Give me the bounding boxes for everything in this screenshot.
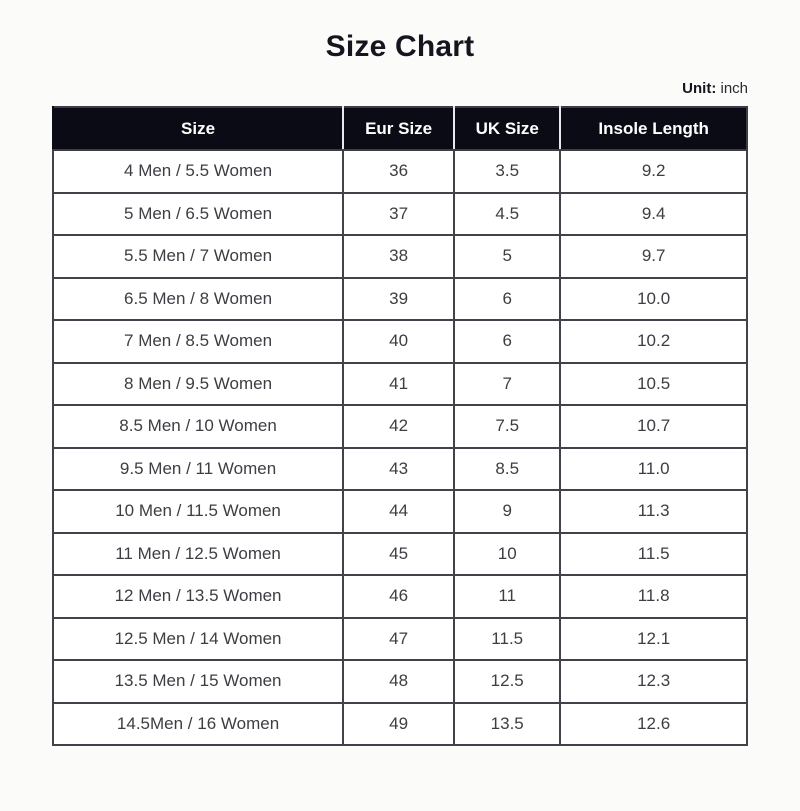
cell-eur-size: 42 xyxy=(342,404,456,449)
unit-line: Unit: inch xyxy=(52,80,748,97)
cell-size: 5 Men / 6.5 Women xyxy=(51,191,345,236)
cell-insole-length: 11.3 xyxy=(559,489,748,534)
cell-uk-size: 12.5 xyxy=(453,659,562,704)
cell-uk-size: 6 xyxy=(453,319,562,364)
size-chart-table: Size Eur Size UK Size Insole Length 4 Me… xyxy=(51,106,748,746)
cell-eur-size: 45 xyxy=(342,531,456,576)
cell-uk-size: 11.5 xyxy=(453,616,562,661)
table-row: 6.5 Men / 8 Women 39 6 10.0 xyxy=(51,276,748,321)
cell-eur-size: 46 xyxy=(342,574,456,619)
table-row: 12.5 Men / 14 Women 47 11.5 12.1 xyxy=(51,616,748,661)
cell-insole-length: 9.2 xyxy=(559,149,748,194)
cell-insole-length: 12.6 xyxy=(559,701,748,746)
cell-size: 5.5 Men / 7 Women xyxy=(51,234,345,279)
cell-uk-size: 5 xyxy=(453,234,562,279)
cell-size: 12 Men / 13.5 Women xyxy=(51,574,345,619)
cell-size: 9.5 Men / 11 Women xyxy=(51,446,345,491)
cell-size: 7 Men / 8.5 Women xyxy=(51,319,345,364)
table-row: 5.5 Men / 7 Women 38 5 9.7 xyxy=(51,234,748,279)
cell-insole-length: 10.5 xyxy=(559,361,748,406)
column-header-uk-size: UK Size xyxy=(453,107,561,151)
table-row: 9.5 Men / 11 Women 43 8.5 11.0 xyxy=(51,446,748,491)
cell-uk-size: 3.5 xyxy=(453,149,562,194)
cell-size: 11 Men / 12.5 Women xyxy=(51,531,345,576)
cell-uk-size: 4.5 xyxy=(453,191,562,236)
cell-insole-length: 11.5 xyxy=(559,531,748,576)
cell-insole-length: 12.3 xyxy=(559,659,748,704)
table-row: 12 Men / 13.5 Women 46 11 11.8 xyxy=(51,574,748,619)
size-chart-page: Size Chart Unit: inch Size Eur Size UK S… xyxy=(51,30,748,746)
cell-size: 8 Men / 9.5 Women xyxy=(51,361,345,406)
cell-insole-length: 10.2 xyxy=(559,319,748,364)
cell-size: 8.5 Men / 10 Women xyxy=(51,404,345,449)
cell-uk-size: 10 xyxy=(453,531,562,576)
table-row: 14.5Men / 16 Women 49 13.5 12.6 xyxy=(51,701,748,746)
cell-eur-size: 36 xyxy=(342,149,456,194)
cell-eur-size: 37 xyxy=(342,191,456,236)
cell-eur-size: 41 xyxy=(342,361,456,406)
cell-uk-size: 8.5 xyxy=(453,446,562,491)
cell-size: 14.5Men / 16 Women xyxy=(51,701,345,746)
cell-uk-size: 11 xyxy=(453,574,562,619)
cell-size: 10 Men / 11.5 Women xyxy=(51,489,345,534)
cell-insole-length: 9.7 xyxy=(559,234,748,279)
cell-eur-size: 48 xyxy=(342,659,456,704)
table-row: 5 Men / 6.5 Women 37 4.5 9.4 xyxy=(51,191,748,236)
cell-insole-length: 11.8 xyxy=(559,574,748,619)
cell-insole-length: 10.0 xyxy=(559,276,748,321)
cell-uk-size: 6 xyxy=(453,276,562,321)
cell-eur-size: 47 xyxy=(342,616,456,661)
cell-uk-size: 9 xyxy=(453,489,562,534)
table-row: 8.5 Men / 10 Women 42 7.5 10.7 xyxy=(51,404,748,449)
page-title: Size Chart xyxy=(325,30,475,63)
header-row: Size Eur Size UK Size Insole Length xyxy=(51,107,747,151)
table-row: 8 Men / 9.5 Women 41 7 10.5 xyxy=(51,361,748,406)
cell-insole-length: 12.1 xyxy=(559,616,748,661)
cell-size: 6.5 Men / 8 Women xyxy=(51,276,345,321)
cell-uk-size: 7 xyxy=(453,361,562,406)
column-header-eur-size: Eur Size xyxy=(342,107,455,151)
column-header-size: Size xyxy=(51,107,344,151)
cell-insole-length: 10.7 xyxy=(559,404,748,449)
table-header: Size Eur Size UK Size Insole Length xyxy=(51,107,747,151)
cell-uk-size: 13.5 xyxy=(453,701,562,746)
cell-size: 13.5 Men / 15 Women xyxy=(51,659,345,704)
table-row: 4 Men / 5.5 Women 36 3.5 9.2 xyxy=(51,149,748,194)
cell-size: 12.5 Men / 14 Women xyxy=(51,616,345,661)
unit-value: inch xyxy=(716,80,748,97)
table-row: 11 Men / 12.5 Women 45 10 11.5 xyxy=(51,531,748,576)
cell-eur-size: 44 xyxy=(342,489,456,534)
column-header-insole-length: Insole Length xyxy=(559,107,747,151)
cell-size: 4 Men / 5.5 Women xyxy=(51,149,345,194)
table-row: 7 Men / 8.5 Women 40 6 10.2 xyxy=(51,319,748,364)
table-row: 10 Men / 11.5 Women 44 9 11.3 xyxy=(51,489,748,534)
table-body: 4 Men / 5.5 Women 36 3.5 9.2 5 Men / 6.5… xyxy=(51,149,748,746)
cell-insole-length: 9.4 xyxy=(559,191,748,236)
cell-insole-length: 11.0 xyxy=(559,446,748,491)
cell-eur-size: 39 xyxy=(342,276,456,321)
cell-eur-size: 38 xyxy=(342,234,456,279)
unit-label: Unit: xyxy=(682,80,717,97)
table-row: 13.5 Men / 15 Women 48 12.5 12.3 xyxy=(51,659,748,704)
cell-eur-size: 40 xyxy=(342,319,456,364)
cell-eur-size: 43 xyxy=(342,446,456,491)
cell-eur-size: 49 xyxy=(342,701,456,746)
cell-uk-size: 7.5 xyxy=(453,404,562,449)
